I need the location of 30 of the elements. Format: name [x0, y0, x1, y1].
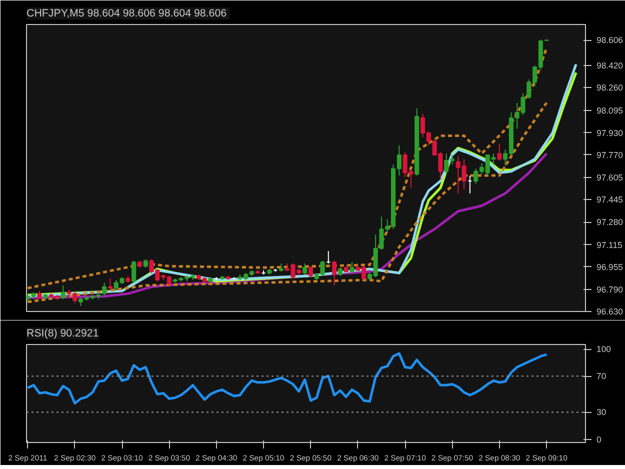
- y-tick-label: 97.605: [596, 172, 624, 183]
- y-tick-label: 97.115: [596, 240, 623, 250]
- candlestick: [108, 278, 112, 290]
- candlestick: [132, 260, 136, 284]
- chart-title: CHFJPY,M5 98.604 98.606 98.604 98.606: [26, 8, 227, 20]
- y-tick-label: 97.770: [596, 150, 624, 160]
- y-tick-label: 100: [596, 344, 612, 354]
- y-tick-label: 98.606: [596, 35, 624, 46]
- y-tick-label: 70: [596, 371, 606, 382]
- chart-title: RSI(8) 90.2921: [26, 328, 99, 340]
- y-tick-label: 97.280: [596, 217, 624, 228]
- y-tick-label: 96.790: [596, 284, 624, 295]
- y-tick-label: 30: [596, 407, 606, 418]
- candlestick: [497, 143, 502, 161]
- line-series: [26, 102, 548, 304]
- candlestick: [102, 282, 107, 296]
- candlestick: [350, 262, 354, 274]
- candlestick: [60, 284, 66, 300]
- candlestick: [302, 262, 308, 275]
- y-tick-label: 98.095: [596, 105, 624, 116]
- y-tick-label: 97.930: [596, 128, 624, 138]
- y-tick-label: 98.420: [596, 60, 624, 71]
- y-tick-label: 96.955: [596, 262, 624, 272]
- candlestick: [332, 260, 337, 286]
- y-tick-label: 97.445: [596, 194, 624, 205]
- y-tick-label: 96.630: [596, 306, 624, 316]
- candlestick: [308, 266, 313, 278]
- y-tick-label: 98.260: [596, 82, 624, 93]
- y-tick-label: 0: [596, 434, 602, 444]
- line-series: [26, 352, 548, 404]
